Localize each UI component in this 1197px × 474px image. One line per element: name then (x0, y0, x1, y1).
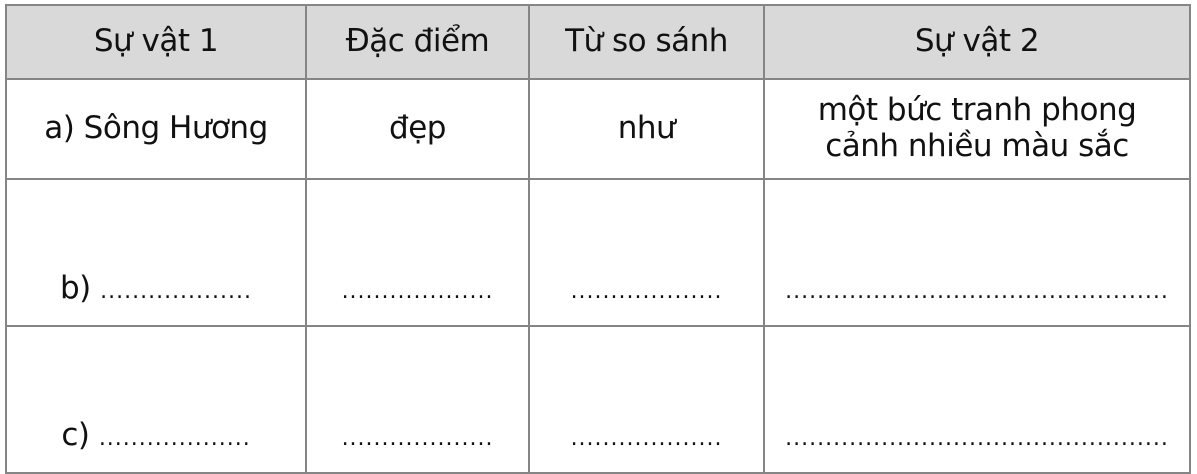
header-su-vat-1: Sự vật 1 (5, 4, 307, 80)
comparison-table: Sự vật 1 Đặc điểm Từ so sánh Sự vật 2 a)… (5, 4, 1191, 474)
cell-su-vat-1[interactable]: c) ................... (5, 325, 307, 474)
cell-su-vat-1[interactable]: b) ................... (5, 178, 307, 327)
blank-dots: ........................................… (785, 426, 1169, 452)
row-label: c) (61, 417, 90, 454)
cell-dac-diem[interactable]: ................... (305, 325, 530, 474)
header-tu-so-sanh: Từ so sánh (528, 4, 765, 80)
header-row: Sự vật 1 Đặc điểm Từ so sánh Sự vật 2 (5, 4, 1191, 80)
cell-su-vat-2[interactable]: ........................................… (763, 178, 1191, 327)
cell-dac-diem: đẹp (305, 78, 530, 180)
header-dac-diem: Đặc điểm (305, 4, 530, 80)
blank-dots: ................... (100, 279, 252, 305)
cell-su-vat-2: một bức tranh phong cảnh nhiều màu sắc (763, 78, 1191, 180)
cell-su-vat-2[interactable]: ........................................… (763, 325, 1191, 474)
cell-tu-so-sanh[interactable]: ................... (528, 178, 765, 327)
blank-dots: ................... (341, 426, 494, 452)
header-su-vat-2: Sự vật 2 (763, 4, 1191, 80)
cell-su-vat-1: a) Sông Hương (5, 78, 307, 180)
table-row: c) ................... .................… (5, 325, 1191, 474)
table-row: a) Sông Hương đẹp như một bức tranh phon… (5, 78, 1191, 180)
row-label: b) (59, 270, 91, 307)
cell-tu-so-sanh: như (528, 78, 765, 180)
blank-dots: ................... (570, 426, 723, 452)
blank-dots: ................... (341, 279, 494, 305)
blank-dots: ........................................… (785, 279, 1169, 305)
table-row: b) ................... .................… (5, 178, 1191, 327)
cell-dac-diem[interactable]: ................... (305, 178, 530, 327)
cell-tu-so-sanh[interactable]: ................... (528, 325, 765, 474)
blank-dots: ................... (98, 426, 251, 452)
blank-dots: ................... (570, 279, 723, 305)
